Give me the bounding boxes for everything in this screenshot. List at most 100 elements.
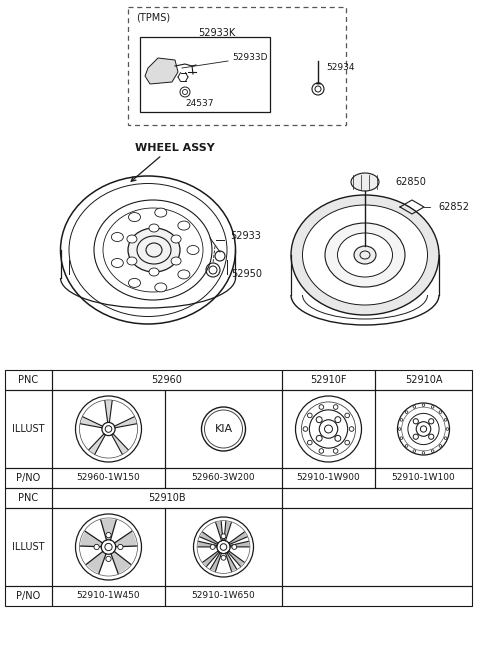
- Text: 52960-3W200: 52960-3W200: [192, 474, 255, 482]
- Bar: [282, 488, 472, 508]
- Polygon shape: [145, 58, 178, 84]
- Bar: [5, 390, 52, 468]
- Ellipse shape: [325, 223, 405, 287]
- Text: 52910-1W100: 52910-1W100: [392, 474, 456, 482]
- Text: 52950: 52950: [231, 269, 262, 279]
- Bar: [165, 390, 282, 468]
- Bar: [52, 586, 165, 606]
- Circle shape: [335, 417, 341, 423]
- Circle shape: [413, 419, 419, 424]
- Bar: [52, 390, 165, 468]
- Ellipse shape: [337, 233, 393, 277]
- Circle shape: [432, 405, 434, 408]
- Ellipse shape: [149, 224, 159, 232]
- Ellipse shape: [149, 268, 159, 276]
- Text: PNC: PNC: [18, 493, 38, 503]
- Polygon shape: [81, 417, 103, 428]
- Polygon shape: [102, 435, 115, 458]
- Text: 52910A: 52910A: [405, 375, 442, 385]
- Circle shape: [308, 413, 312, 418]
- Polygon shape: [210, 553, 221, 571]
- Bar: [52, 508, 165, 586]
- Circle shape: [413, 434, 419, 440]
- Polygon shape: [80, 429, 103, 444]
- Circle shape: [303, 427, 308, 431]
- Circle shape: [232, 545, 237, 550]
- Bar: [5, 508, 52, 586]
- Polygon shape: [89, 433, 105, 454]
- Circle shape: [345, 413, 349, 418]
- Circle shape: [319, 449, 324, 454]
- Ellipse shape: [302, 205, 428, 305]
- Text: WHEEL ASSY: WHEEL ASSY: [135, 143, 215, 153]
- Circle shape: [106, 533, 111, 537]
- Text: P/NO: P/NO: [16, 591, 41, 601]
- Polygon shape: [87, 403, 106, 425]
- Ellipse shape: [171, 257, 181, 265]
- Circle shape: [400, 437, 403, 440]
- Circle shape: [221, 534, 226, 539]
- Bar: [52, 488, 282, 508]
- Bar: [282, 468, 375, 488]
- Circle shape: [429, 434, 434, 440]
- Text: 52933K: 52933K: [198, 28, 236, 38]
- Polygon shape: [105, 401, 112, 423]
- Text: P/NO: P/NO: [16, 473, 41, 483]
- Polygon shape: [114, 429, 137, 444]
- Text: PNC: PNC: [18, 375, 38, 385]
- Bar: [165, 508, 282, 586]
- Text: 52933D: 52933D: [232, 52, 267, 62]
- Text: 52960-1W150: 52960-1W150: [77, 474, 140, 482]
- Text: 52910F: 52910F: [310, 375, 347, 385]
- Circle shape: [333, 449, 338, 454]
- Text: 24537: 24537: [186, 99, 214, 109]
- Circle shape: [210, 545, 215, 550]
- Circle shape: [413, 450, 416, 452]
- Polygon shape: [198, 541, 217, 547]
- Polygon shape: [203, 551, 219, 566]
- Bar: [165, 468, 282, 488]
- Text: 52933: 52933: [230, 231, 261, 241]
- Circle shape: [345, 440, 349, 445]
- Bar: [282, 508, 472, 586]
- Bar: [52, 468, 165, 488]
- Circle shape: [118, 544, 123, 550]
- Ellipse shape: [178, 221, 190, 230]
- Bar: [5, 488, 52, 508]
- Polygon shape: [101, 519, 116, 540]
- Circle shape: [335, 435, 341, 442]
- Polygon shape: [81, 531, 103, 547]
- Ellipse shape: [129, 278, 141, 287]
- Ellipse shape: [187, 246, 199, 254]
- Bar: [282, 586, 472, 606]
- Text: KIA: KIA: [215, 424, 233, 434]
- Text: (TPMS): (TPMS): [136, 12, 170, 22]
- Text: 52910B: 52910B: [148, 493, 186, 503]
- Polygon shape: [224, 521, 231, 541]
- Text: 62850: 62850: [395, 177, 426, 187]
- Circle shape: [432, 450, 434, 452]
- Ellipse shape: [111, 258, 123, 268]
- Circle shape: [94, 544, 99, 550]
- Circle shape: [349, 427, 354, 431]
- Circle shape: [400, 419, 403, 421]
- Circle shape: [413, 405, 416, 408]
- Circle shape: [405, 445, 408, 447]
- Text: ILLUST: ILLUST: [12, 542, 45, 552]
- Circle shape: [398, 427, 401, 430]
- Ellipse shape: [171, 235, 181, 243]
- Polygon shape: [115, 531, 136, 547]
- Text: 52910-1W650: 52910-1W650: [192, 592, 255, 601]
- Circle shape: [221, 556, 226, 560]
- Circle shape: [405, 411, 408, 413]
- Polygon shape: [230, 541, 249, 547]
- Bar: [128, 7, 346, 125]
- Bar: [5, 468, 52, 488]
- Text: ILLUST: ILLUST: [12, 424, 45, 434]
- Circle shape: [319, 405, 324, 409]
- Bar: [375, 370, 472, 390]
- Ellipse shape: [155, 208, 167, 217]
- Circle shape: [439, 445, 442, 447]
- Ellipse shape: [178, 270, 190, 279]
- Circle shape: [444, 437, 447, 440]
